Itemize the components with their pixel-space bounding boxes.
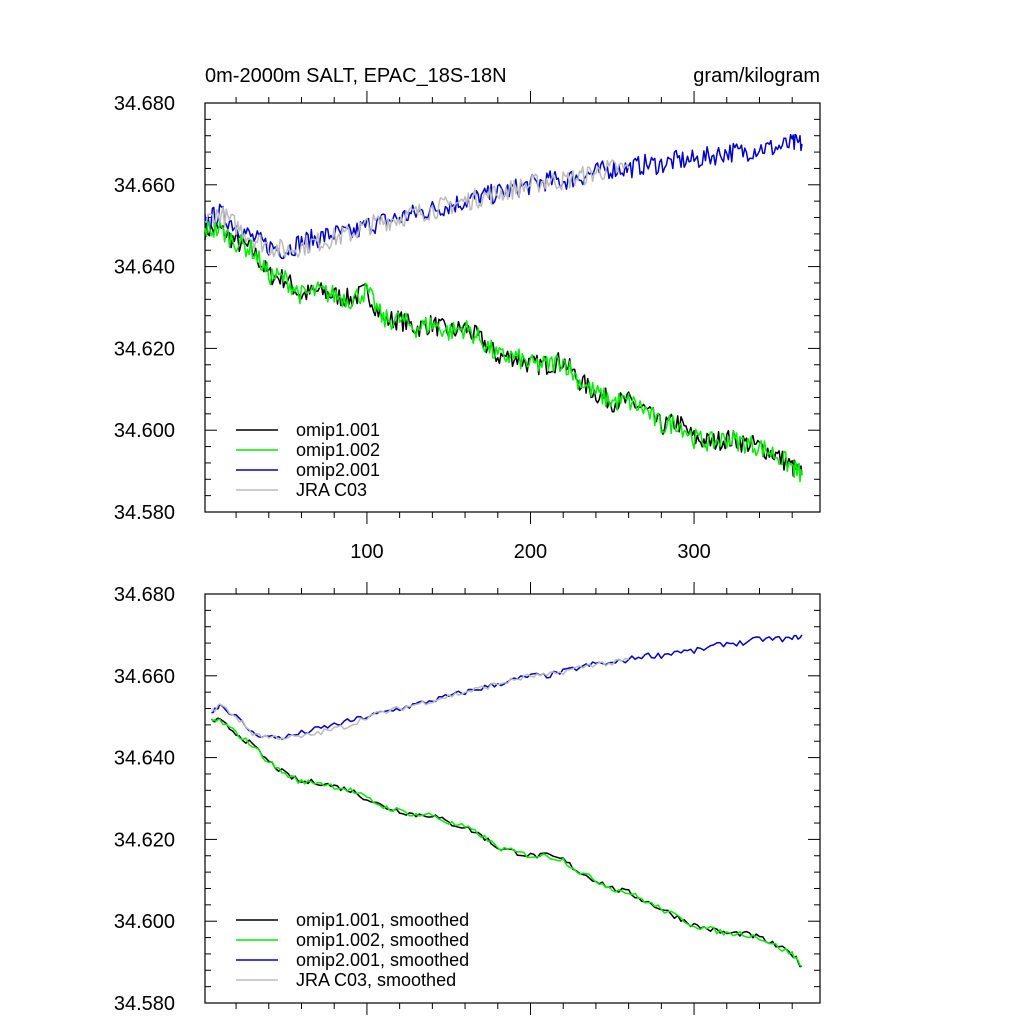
legend-label: omip2.001 — [296, 460, 380, 480]
legend-label: omip2.001, smoothed — [296, 950, 469, 970]
units-label: gram/kilogram — [693, 65, 820, 87]
y-tick-label: 34.680 — [114, 584, 175, 606]
legend-label: JRA C03, smoothed — [296, 970, 456, 990]
series-line-omip1-001 — [204, 220, 803, 477]
series-line-jra-c03 — [205, 159, 630, 258]
series-line-omip1-002-smoothed — [211, 718, 803, 967]
legend-label: omip1.002 — [296, 440, 380, 460]
y-tick-label: 34.660 — [114, 175, 175, 197]
y-tick-label: 34.600 — [114, 911, 175, 933]
plot-frame — [204, 593, 821, 1004]
series-line-omip2-001-smoothed — [211, 634, 803, 740]
x-tick-label: 200 — [514, 541, 547, 563]
legend-label: JRA C03 — [296, 480, 367, 500]
legend-label: omip1.001 — [296, 420, 380, 440]
y-tick-label: 34.580 — [114, 993, 175, 1015]
y-tick-label: 34.620 — [114, 338, 175, 360]
panel-bottom: 34.580 34.600 34.620 34.640 34.660 34.680 omip… — [114, 582, 821, 1015]
legend-label: omip1.001, smoothed — [296, 910, 469, 930]
y-tick-label: 34.640 — [114, 257, 175, 279]
y-tick-label: 34.680 — [114, 93, 175, 115]
chart-title: 0m-2000m SALT, EPAC_18S-18N — [205, 65, 507, 87]
plot-frame — [204, 102, 821, 513]
y-tick-label: 34.600 — [114, 420, 175, 442]
y-tick-label: 34.640 — [114, 748, 175, 770]
x-tick-label: 300 — [677, 541, 710, 563]
y-tick-label: 34.660 — [114, 666, 175, 688]
series-line-omip1-002 — [204, 221, 803, 483]
panel-top: 34.580 34.600 34.620 34.640 34.660 34.680 100 2… — [114, 91, 821, 563]
y-tick-label: 34.580 — [114, 502, 175, 524]
series-line-jra-c03-smoothed — [210, 657, 629, 741]
legend-label: omip1.002, smoothed — [296, 930, 469, 950]
y-tick-label: 34.620 — [114, 829, 175, 851]
x-tick-label: 100 — [350, 541, 383, 563]
